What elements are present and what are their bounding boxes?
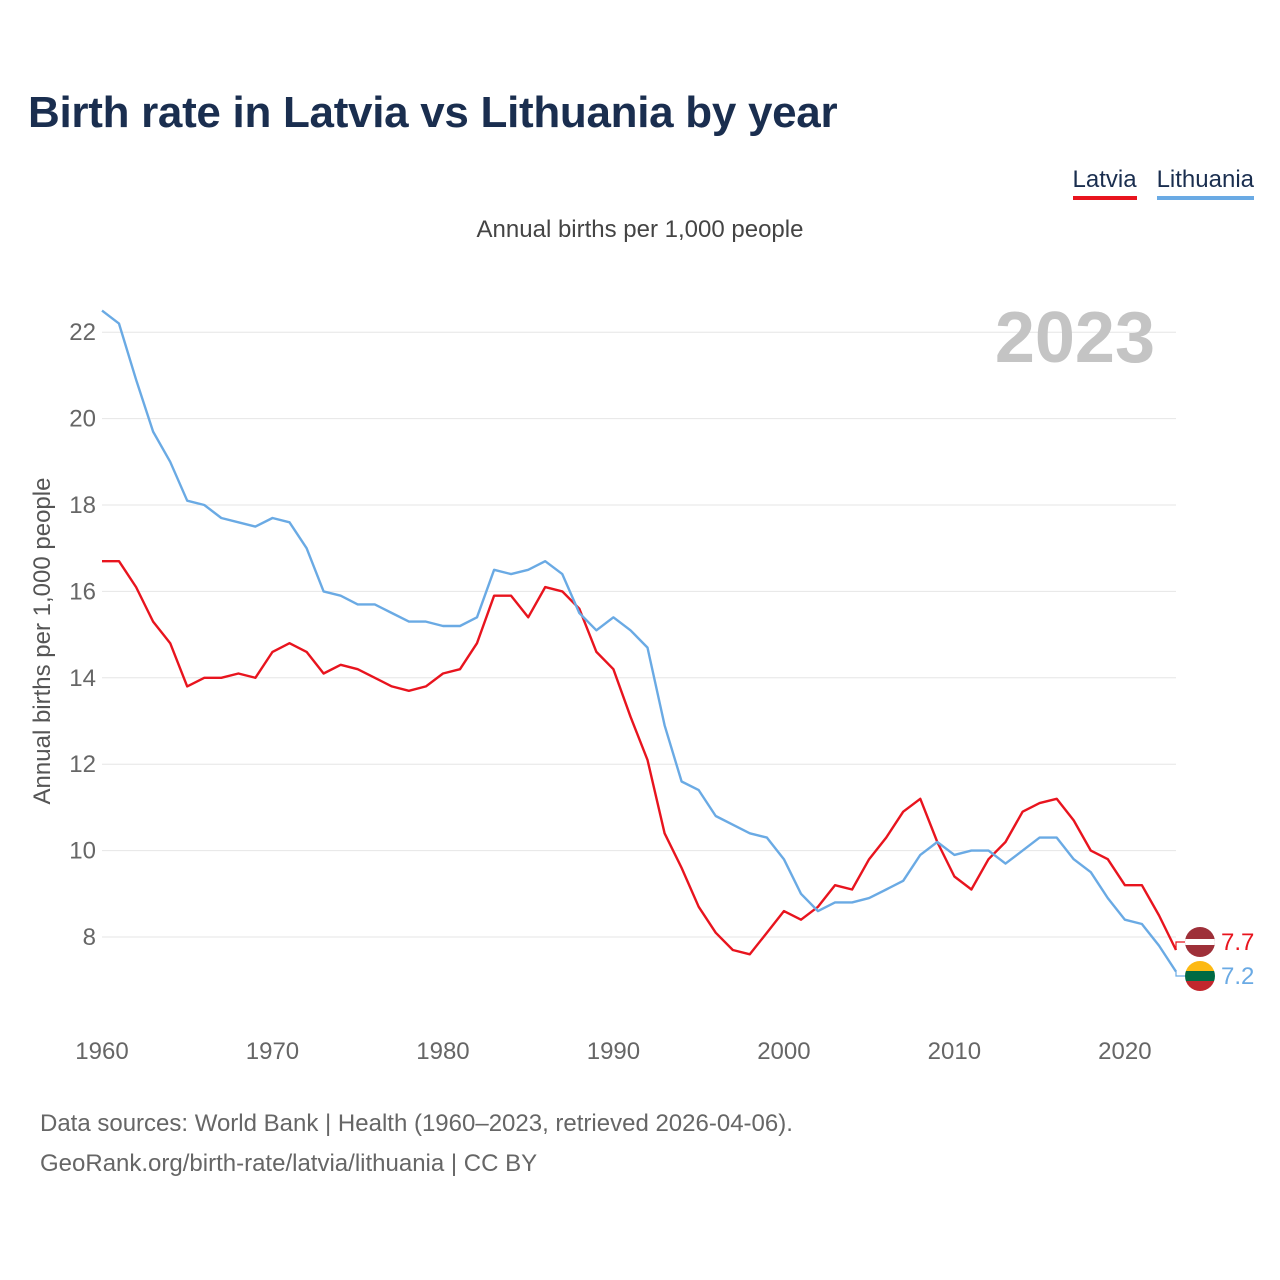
- x-tick-label-1970: 1970: [246, 1038, 299, 1065]
- chart-subtitle: Annual births per 1,000 people: [476, 216, 804, 243]
- end-connector-lithuania: [1175, 971, 1185, 977]
- y-tick-label-18: 18: [69, 492, 96, 519]
- legend: Latvia Lithuania: [1072, 166, 1254, 200]
- x-tick-label-2000: 2000: [757, 1038, 810, 1065]
- legend-item-latvia[interactable]: Latvia: [1072, 166, 1137, 200]
- axis-ticks: 8 10 12 14 16 18 20 22 1960 1970 1980 1990 2000 2010 2…: [69, 319, 1151, 1065]
- x-tick-label-2020: 2020: [1098, 1038, 1151, 1065]
- lithuania-flag-icon: [1185, 961, 1215, 991]
- y-tick-label-14: 14: [69, 665, 96, 692]
- chart-title: Birth rate in Latvia vs Lithuania by yea…: [28, 88, 838, 137]
- y-tick-label-10: 10: [69, 838, 96, 865]
- latvia-flag-icon: [1185, 927, 1215, 957]
- y-tick-label-16: 16: [69, 578, 96, 605]
- x-tick-label-1980: 1980: [416, 1038, 469, 1065]
- attribution-link[interactable]: GeoRank.org/birth-rate/latvia/lithuania …: [40, 1150, 538, 1177]
- current-year-label: 2023: [995, 298, 1155, 378]
- end-value-lithuania: 7.2: [1221, 963, 1254, 990]
- footer: Data sources: World Bank | Health (1960–…: [40, 1104, 793, 1184]
- y-tick-label-20: 20: [69, 406, 96, 433]
- series-line-lithuania: [101, 309, 1178, 973]
- series-line-latvia: [102, 560, 1178, 956]
- y-tick-label-12: 12: [69, 751, 96, 778]
- series-lines: [101, 309, 1178, 973]
- y-tick-label-22: 22: [69, 319, 96, 346]
- end-value-latvia: 7.7: [1221, 929, 1254, 956]
- legend-item-lithuania[interactable]: Lithuania: [1156, 166, 1254, 200]
- x-tick-label-1960: 1960: [75, 1038, 128, 1065]
- y-axis-label: Annual births per 1,000 people: [29, 478, 56, 805]
- end-markers: 7.7 7.2: [1175, 927, 1254, 991]
- grid-lines: [102, 331, 1176, 938]
- y-tick-label-8: 8: [83, 924, 96, 951]
- x-tick-label-1990: 1990: [587, 1038, 640, 1065]
- end-connector-latvia: [1175, 941, 1185, 950]
- data-source-note: Data sources: World Bank | Health (1960–…: [40, 1110, 793, 1137]
- x-tick-label-2010: 2010: [928, 1038, 981, 1065]
